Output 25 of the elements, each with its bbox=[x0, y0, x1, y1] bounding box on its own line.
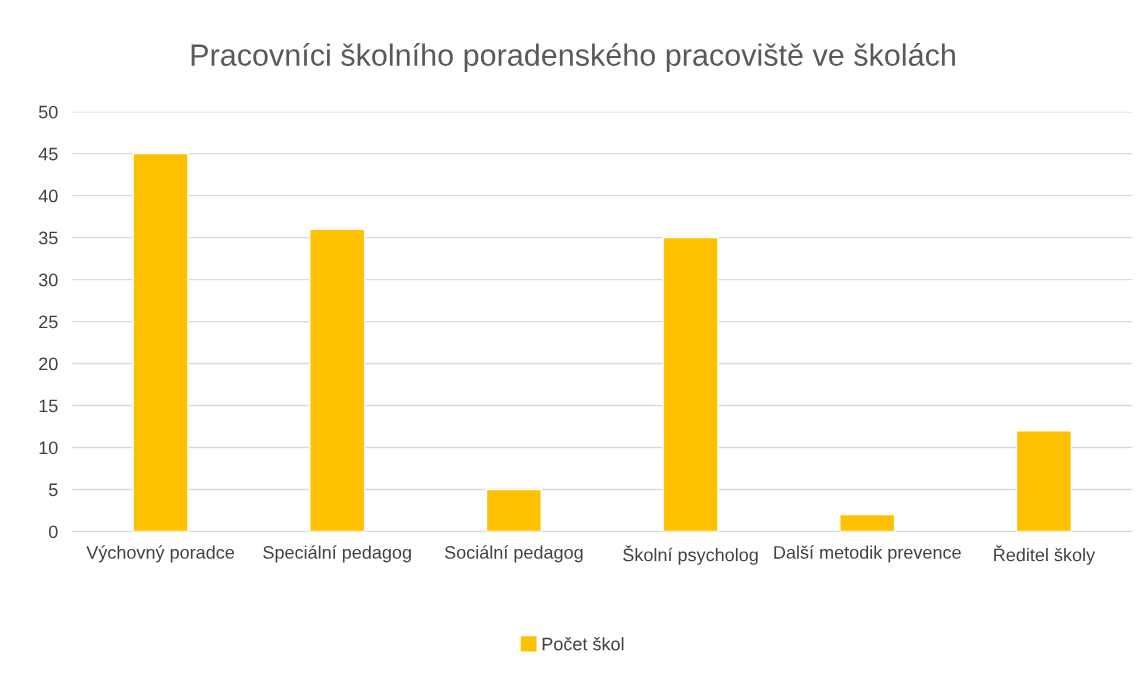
y-tick-label: 10 bbox=[39, 441, 58, 455]
bar bbox=[1015, 430, 1072, 532]
y-tick-label: 0 bbox=[48, 525, 58, 539]
y-tick-label: 15 bbox=[39, 399, 58, 413]
x-tick-label: Ředitel školy bbox=[994, 545, 1096, 565]
y-tick-label: 30 bbox=[38, 273, 58, 287]
legend-label: Počet škol bbox=[542, 637, 624, 651]
y-tick-label: 50 bbox=[38, 105, 58, 119]
x-tick-label: Další metodik prevence bbox=[774, 545, 961, 563]
y-tick-label: 45 bbox=[38, 147, 58, 161]
bar bbox=[309, 228, 366, 532]
y-tick-label: 5 bbox=[48, 483, 58, 497]
bar bbox=[662, 236, 719, 532]
chart-title: Pracovníci školního poradenského pracoviště ve školách bbox=[191, 43, 955, 72]
bar bbox=[132, 152, 189, 532]
x-tick-label: Sociální pedagog bbox=[444, 545, 583, 563]
y-tick-label: 40 bbox=[38, 189, 58, 203]
y-tick-label: 20 bbox=[39, 357, 58, 371]
y-tick-label: 25 bbox=[39, 315, 58, 329]
x-tick-label: Školní psycholog bbox=[623, 545, 758, 565]
bar bbox=[839, 513, 896, 532]
bar bbox=[485, 488, 542, 532]
x-tick-label: Výchovný poradce bbox=[86, 545, 235, 563]
x-tick-label: Speciální pedagog bbox=[263, 545, 411, 563]
y-tick-label: 35 bbox=[38, 231, 58, 245]
